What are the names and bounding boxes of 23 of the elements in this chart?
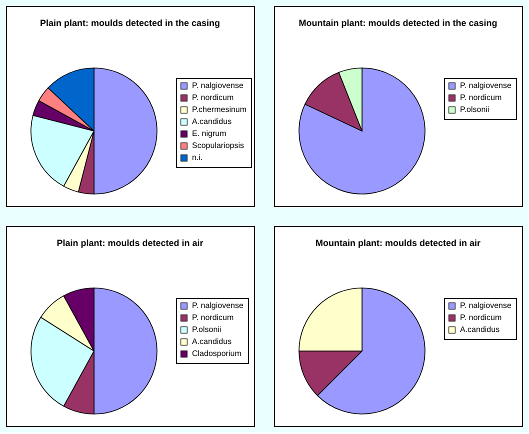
chart-title: Plain plant: moulds detected in the casing	[40, 18, 220, 28]
chart-title: Mountain plant: moulds detected in air	[315, 238, 481, 248]
legend-label: A.candidus	[460, 325, 500, 334]
legend-label: A.candidus	[192, 117, 232, 126]
legend-label: P. nordicum	[460, 93, 502, 102]
legend-label: P.olsonii	[192, 325, 222, 334]
legend-label: P. nordicum	[192, 93, 234, 102]
legend-label: P. nalgiovense	[192, 301, 244, 310]
legend-label: P. nalgiovense	[460, 301, 512, 310]
legend-label: Cladosporium	[192, 349, 242, 358]
legend-label: E. nigrum	[192, 129, 227, 138]
chart-title: Plain plant: moulds detected in air	[56, 238, 204, 248]
legend-label: A.candidus	[192, 337, 232, 346]
legend-label: n.i.	[192, 153, 203, 162]
pie-slice	[298, 68, 426, 194]
legend-label: Scopulariopsis	[192, 141, 244, 150]
legend-label: P.chermesinum	[192, 105, 247, 114]
legend-label: P. nordicum	[192, 313, 234, 322]
chart-title: Mountain plant: moulds detected in the casing	[298, 18, 498, 28]
legend-label: P. nalgiovense	[192, 81, 244, 90]
legend-label: P.olsonii	[460, 105, 490, 114]
legend-label: P. nalgiovense	[460, 81, 512, 90]
legend-label: P. nordicum	[460, 313, 502, 322]
